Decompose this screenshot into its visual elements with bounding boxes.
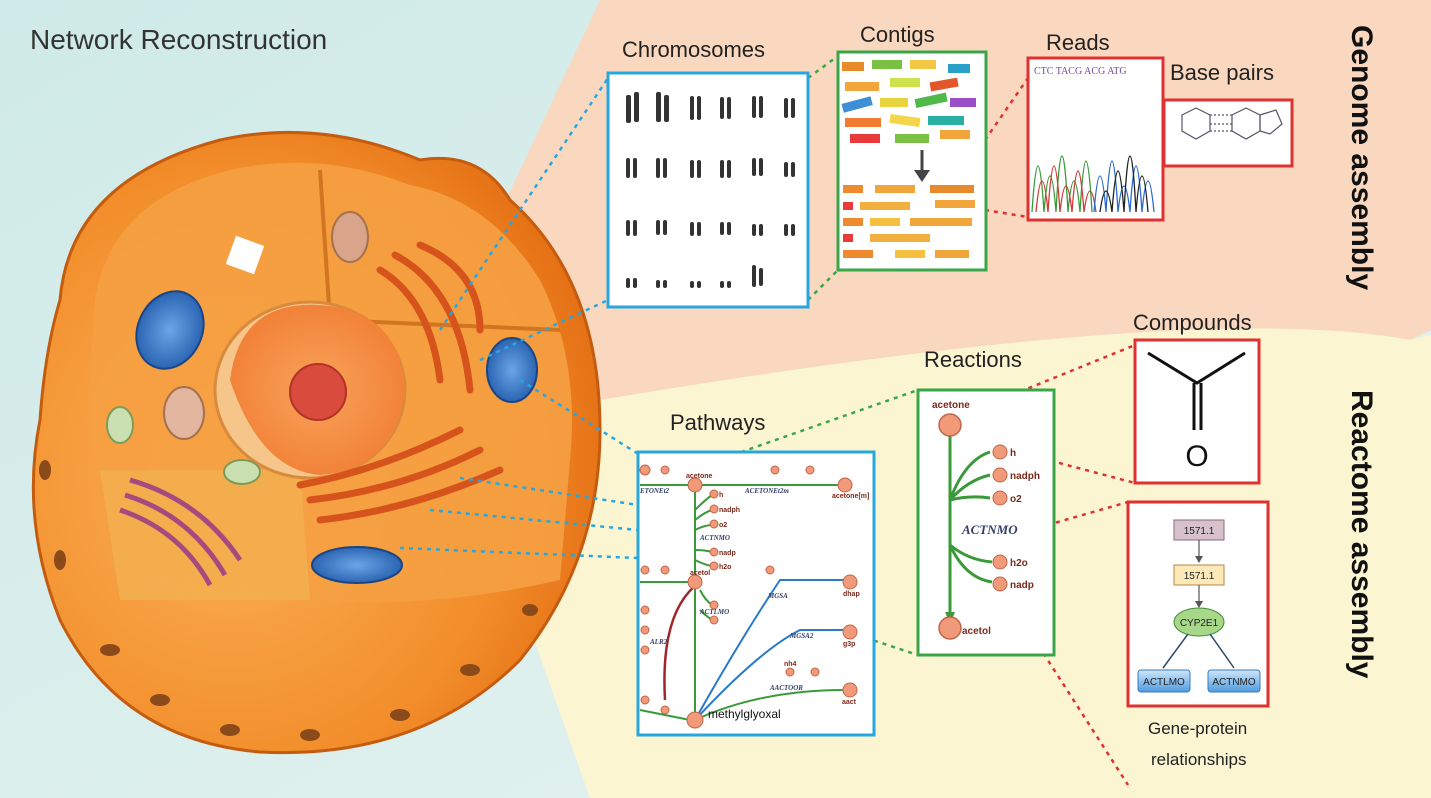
pathway-metabolite-h: h (719, 492, 723, 499)
reaction-substrate-label: acetone (932, 400, 970, 411)
gene-label-1: 1571.1 (1184, 526, 1215, 537)
pathway-reaction-actnmo: ACTNMO (699, 534, 730, 542)
reaction-output-h2o: h2o (1010, 558, 1028, 569)
pathway-reaction-alr2: ALR2 (649, 638, 668, 646)
pathway-metabolite-aact: aact (842, 699, 857, 706)
pathway-metabolite-g3p: g3p (843, 641, 855, 648)
compounds-label: Compounds (1133, 310, 1252, 335)
compounds-panel: O (1133, 338, 1261, 485)
reaction-input-h: h (1010, 448, 1016, 459)
protein-label: CYP2E1 (1180, 618, 1219, 629)
reads-panel: CTC TACG ACG ATG (1026, 56, 1165, 222)
reads-label: Reads (1046, 30, 1110, 55)
pathway-metabolite-nadp: nadp (719, 550, 736, 557)
pathway-reaction-mgsa: MGSA (767, 592, 788, 600)
pathway-metabolite-h2o: h2o (719, 564, 731, 571)
gene-reaction-actlmo: ACTLMO (1143, 677, 1185, 688)
pathway-reaction-mgsa2: MGSA2 (789, 632, 814, 640)
pathway-reaction-etonet2: ETONEt2 (639, 487, 670, 495)
reaction-name: ACTNMO (961, 522, 1018, 537)
reaction-product-node (938, 616, 962, 640)
pathway-metabolite-acetol: acetol (690, 570, 710, 577)
contigs-label: Contigs (860, 22, 935, 47)
reaction-input-o2: o2 (1010, 494, 1022, 505)
pathways-label: Pathways (670, 410, 765, 435)
contigs-panel (836, 50, 988, 272)
pathway-metabolite-nh4: nh4 (784, 661, 797, 668)
pathway-metabolite-nadph: nadph (719, 507, 740, 514)
pathways-panel: ETONEt2 ACETONEt2m ACTNMO ACTLMO ALR2 MG… (636, 450, 876, 737)
gene-reaction-box-actnmo (1207, 669, 1261, 693)
pathway-reaction-actlmo: ACTLMO (699, 608, 729, 616)
reaction-substrate-node (938, 413, 962, 437)
gene-protein-label-line2: relationships (1151, 750, 1246, 769)
reactions-panel: acetone acetol h nadph o2 h2o nadp ACTNM… (916, 388, 1056, 657)
pathway-main-metabolite: methylglyoxal (708, 707, 781, 721)
reaction-output-nadp: nadp (1010, 580, 1034, 591)
pathway-metabolite-acetone-m: acetone[m] (832, 493, 869, 500)
base-pairs-label: Base pairs (1170, 60, 1274, 85)
pathway-reaction-acetonet2m: ACETONEt2m (744, 487, 789, 495)
base-pairs-panel (1162, 98, 1294, 168)
reaction-product-label: acetol (962, 626, 991, 637)
genome-assembly-heading: Genome assembly (1345, 25, 1378, 290)
gene-reaction-box-actlmo (1137, 669, 1191, 693)
chromosomes-label: Chromosomes (622, 37, 765, 62)
gene-label-2: 1571.1 (1184, 571, 1215, 582)
gene-protein-label-line1: Gene-protein (1148, 719, 1247, 738)
chromosomes-panel (606, 71, 810, 309)
compound-oxygen-atom: O (1185, 440, 1208, 473)
reads-sequence: CTC TACG ACG ATG (1034, 66, 1127, 77)
gene-reaction-actnmo: ACTNMO (1212, 677, 1256, 688)
reaction-input-nadph: nadph (1010, 471, 1040, 482)
pathway-metabolite-o2: o2 (719, 522, 727, 529)
pathway-metabolite-dhap: dhap (843, 591, 860, 598)
pathway-metabolite-acetone: acetone (686, 473, 713, 480)
page-title: Network Reconstruction (30, 24, 327, 55)
cell-illustration (31, 130, 602, 755)
gene-protein-panel: 1571.1 1571.1 CYP2E1 ACTLMO ACTNMO (1126, 500, 1270, 708)
reactome-assembly-heading: Reactome assembly (1345, 390, 1378, 679)
reactions-label: Reactions (924, 347, 1022, 372)
protein-node (1173, 607, 1225, 637)
pathway-reaction-aactoor: AACTOOR (769, 684, 803, 692)
